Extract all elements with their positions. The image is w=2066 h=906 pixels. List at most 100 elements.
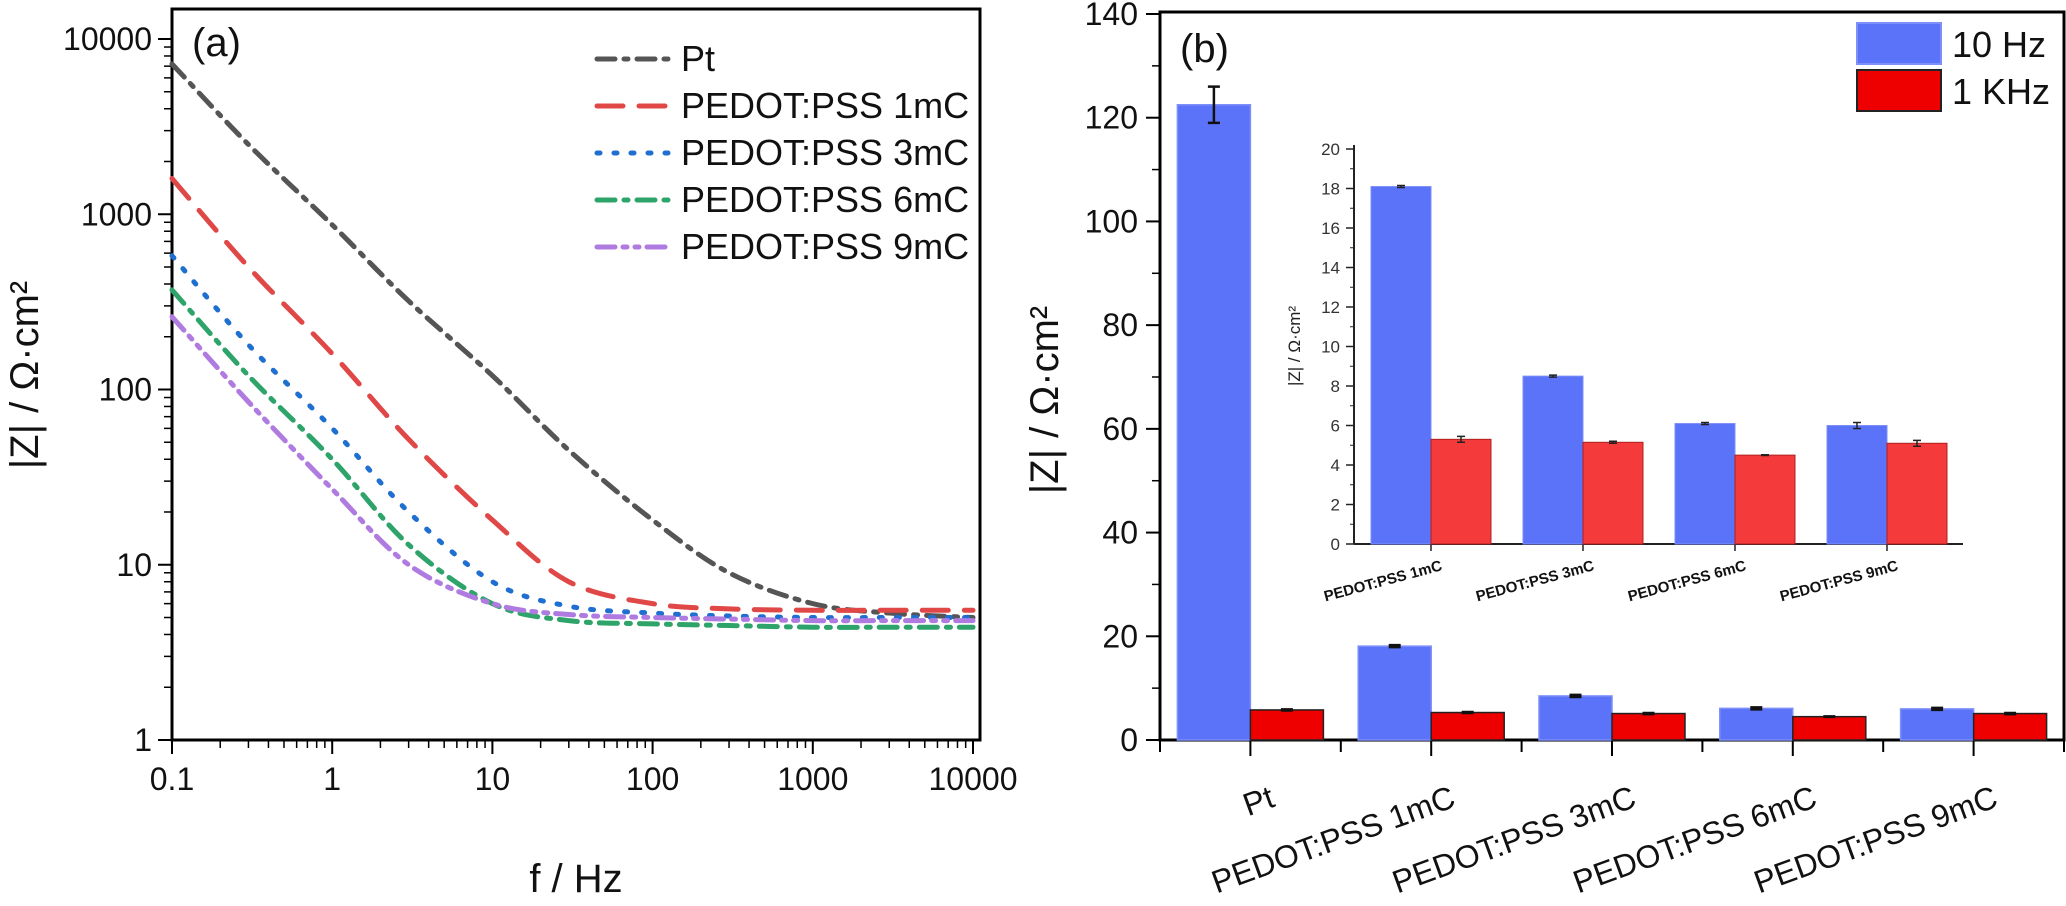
inset-category-label: PEDOT:PSS 3mC [1474,557,1596,605]
inset-y-tick-label: 18 [1321,180,1340,199]
inset-y-tick-label: 10 [1321,338,1340,357]
series-line-1 [169,175,976,613]
y-tick-label: 80 [1102,307,1138,343]
bar-1khz [1611,712,1686,741]
inset-category-label: PEDOT:PSS 9mC [1778,557,1900,605]
inset-y-tick-label: 16 [1321,219,1340,238]
series-line-4 [169,314,976,624]
inset-error-bar [1701,421,1709,426]
panel-a-frame [170,7,982,742]
error-bar [1750,706,1763,711]
inset-y-tick-label: 6 [1331,417,1340,436]
inset-y-tick-label: 14 [1321,259,1340,278]
legend-label: PEDOT:PSS 9mC [681,226,969,267]
y-tick-label: 60 [1102,411,1138,447]
y-tick-label: 40 [1102,515,1138,551]
inset-y-axis-label: |Z| / Ω·cm² [1285,306,1304,386]
y-tick-label: 1 [134,722,152,758]
inset-error-bar [1913,439,1921,447]
x-tick-label: 0.1 [150,761,194,797]
error-bar [1280,708,1293,712]
error-bar [1931,706,1944,712]
legend-label: 1 KHz [1952,71,2050,112]
panel-a-series [169,61,976,630]
inset-error-bar [1549,374,1557,378]
inset-bar-10hz [1674,423,1736,545]
inset-bar-1khz [1886,442,1948,545]
inset-category-label: PEDOT:PSS 1mC [1322,557,1444,605]
bar-10hz [1719,707,1794,741]
x-category-label: Pt [1238,779,1279,823]
bar-1khz [1249,709,1325,741]
panel-a-label: (a) [192,21,241,65]
x-tick-label: 10000 [929,761,1018,797]
bar-1khz [1792,715,1867,741]
panel-a-x-axis-label: f / Hz [529,857,622,901]
inset-bar-1khz [1430,438,1492,545]
bar-10hz [1176,104,1252,741]
inset-error-bar [1761,453,1769,457]
x-tick-label: 10 [475,761,511,797]
inset-bar-1khz [1582,441,1644,545]
error-bar [1642,711,1655,716]
panel-b-bar-chart: (b) |Z| / Ω·cm² 020406080100120140PtPEDO… [1023,0,2066,900]
inset-y-tick-label: 20 [1321,140,1340,159]
y-tick-label: 10000 [63,21,152,57]
series-line-0 [169,61,976,621]
inset-error-bar [1397,184,1405,189]
bar-10hz [1538,695,1613,741]
bar-1khz [1972,712,2048,741]
legend-swatch [1856,22,1942,65]
error-bar [2004,711,2017,716]
panel-b-y-axis-label: |Z| / Ω·cm² [1023,306,1067,494]
panel-a-legend: Pt PEDOT:PSS 1mC PEDOT:PSS 3mC PEDOT:PSS 6m… [594,38,969,267]
y-tick-label: 100 [1085,203,1138,239]
legend-label: PEDOT:PSS 1mC [681,85,969,126]
series-line-3 [169,287,976,630]
inset-bar-10hz [1370,186,1432,545]
legend-label: Pt [681,38,715,79]
panel-a-y-axis-label: |Z| / Ω·cm² [3,281,47,469]
inset-y-tick-label: 0 [1331,535,1340,554]
error-bar [1461,710,1474,715]
inset-error-bar [1609,440,1617,445]
inset-y-tick-label: 8 [1331,377,1340,396]
panel-b-legend: 10 Hz 1 KHz [1856,22,2050,112]
inset-y-tick-label: 2 [1331,496,1340,515]
inset-error-bar [1853,421,1861,430]
x-tick-label: 1 [323,761,341,797]
panel-b-inset-chart: |Z| / Ω·cm² 0 2 4 6 8 10 12 14 16 18 20 PEDOT:PSS 1… [1285,140,1963,605]
inset-category-label: PEDOT:PSS 6mC [1626,557,1748,605]
y-tick-label: 0 [1120,722,1138,758]
legend-label: 10 Hz [1952,24,2046,65]
inset-bar-1khz [1734,454,1796,545]
y-tick-label: 140 [1085,0,1138,32]
error-bar [1207,85,1220,125]
bar-10hz [1899,708,1975,741]
y-tick-label: 120 [1085,100,1138,136]
panel-b-bars [1176,85,2048,741]
legend-label: PEDOT:PSS 3mC [681,132,969,173]
error-bar [1569,693,1582,699]
error-bar [1823,715,1836,719]
x-tick-label: 100 [626,761,679,797]
panel-a-impedance-vs-frequency: (a) f / Hz |Z| / Ω·cm² 0.1 1 10 100 1000 1000… [3,7,1017,901]
y-tick-label: 100 [99,372,152,408]
inset-y-tick-label: 4 [1331,456,1340,475]
inset-error-bar [1457,435,1465,444]
legend-label: PEDOT:PSS 6mC [681,179,969,220]
error-bar [1388,643,1401,649]
inset-y-tick-label: 12 [1321,298,1340,317]
inset-bar-10hz [1522,375,1584,545]
series-line-2 [169,253,976,621]
bar-1khz [1430,711,1505,741]
y-tick-label: 10 [116,547,152,583]
x-tick-label: 1000 [777,761,848,797]
panel-b-label: (b) [1180,27,1229,71]
y-tick-label: 20 [1102,618,1138,654]
y-tick-label: 1000 [81,196,152,232]
legend-swatch [1856,69,1942,112]
inset-bar-10hz [1826,425,1888,545]
